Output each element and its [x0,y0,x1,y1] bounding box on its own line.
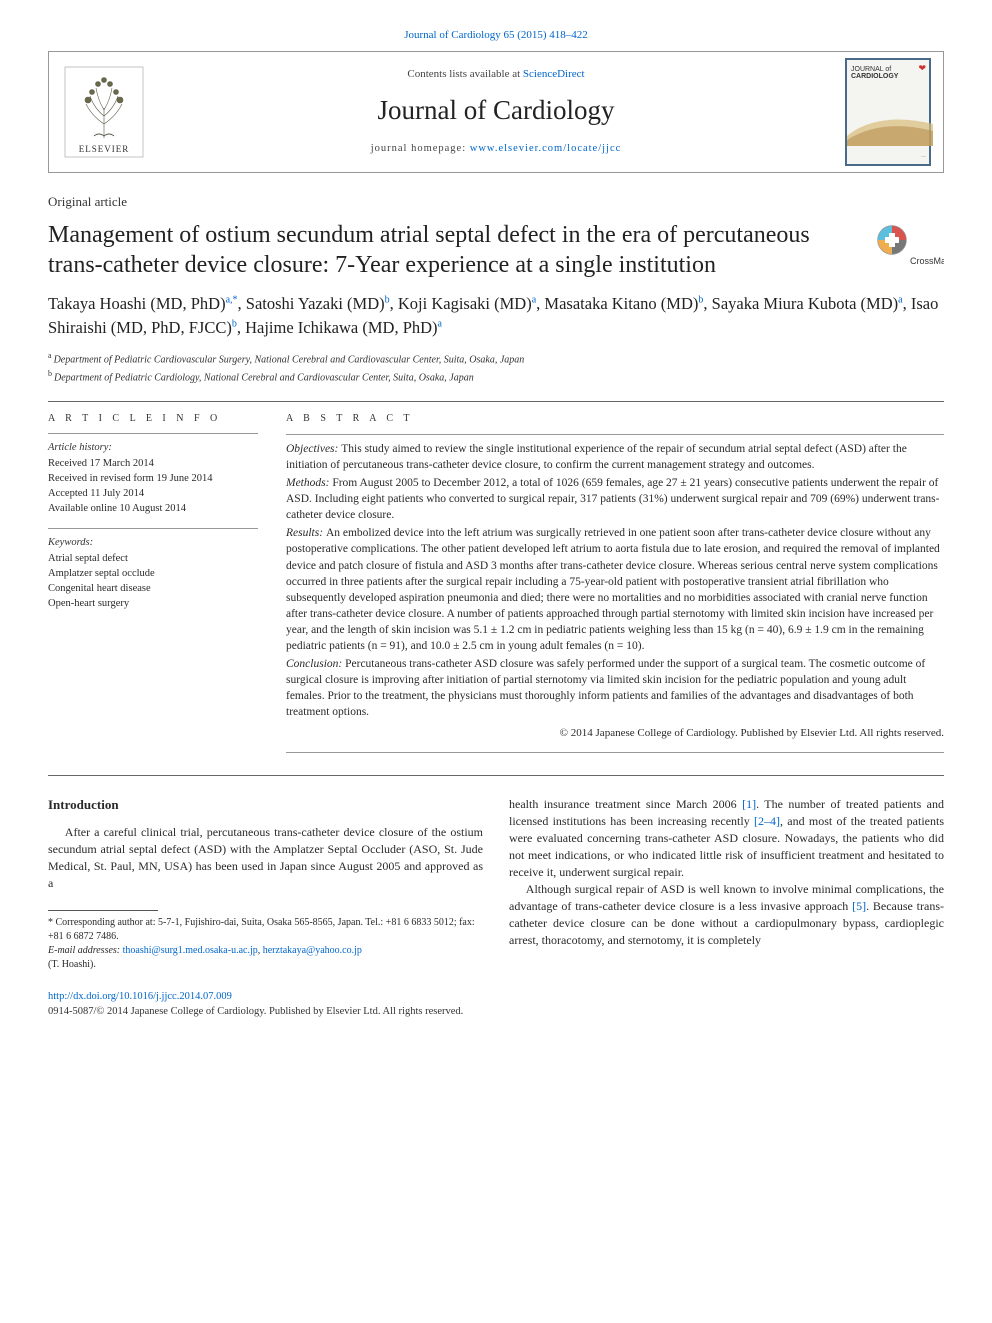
elsevier-tree-logo: ELSEVIER [64,66,144,158]
doi-link[interactable]: http://dx.doi.org/10.1016/j.jjcc.2014.07… [48,991,232,1002]
body-two-column: Introduction After a careful clinical tr… [48,796,944,973]
cover-small-text: — [921,155,926,162]
section-rule [48,775,944,776]
thin-rule [48,528,258,529]
abstract-column: A B S T R A C T Objectives: This study a… [286,412,944,759]
author-affiliation-sup: a [532,295,536,306]
affiliation-line: b Department of Pediatric Cardiology, Na… [48,368,944,385]
email-label: E-mail addresses: [48,945,120,956]
journal-homepage-link[interactable]: www.elsevier.com/locate/jjcc [470,143,622,154]
section-rule [48,401,944,402]
abstract-part-label: Objectives: [286,443,341,455]
keywords-label: Keywords: [48,535,258,550]
corr-author-line: * Corresponding author at: 5-7-1, Fujish… [48,916,483,944]
publisher-logo-cell: ELSEVIER [49,52,159,172]
journal-name: Journal of Cardiology [167,92,825,128]
intro-paragraph-2: Although surgical repair of ASD is well … [509,881,944,949]
author: Masataka Kitano (MD)b [544,294,703,313]
article-type: Original article [48,193,944,211]
corr-emails: E-mail addresses: thoashi@surg1.med.osak… [48,944,483,958]
crossmark-badge[interactable]: CrossMark [876,224,944,272]
author-affiliation-sup: a [898,295,902,306]
keyword: Congenital heart disease [48,581,258,596]
abstract-paragraph: Conclusion: Percutaneous trans-catheter … [286,656,944,720]
abstract-paragraph: Results: An embolized device into the le… [286,525,944,654]
author: Koji Kagisaki (MD)a [398,294,536,313]
author-affiliation-sup: b [385,295,390,306]
svg-text:CrossMark: CrossMark [910,256,944,266]
abstract-part-label: Conclusion: [286,658,345,670]
journal-homepage-line: journal homepage: www.elsevier.com/locat… [167,142,825,156]
intro-paragraph-1: After a careful clinical trial, percutan… [48,824,483,892]
article-history-label: Article history: [48,440,258,455]
footer-copyright: 0914-5087/© 2014 Japanese College of Car… [48,1005,944,1019]
cover-swoosh-graphic [847,106,933,146]
body-right-column: health insurance treatment since March 2… [509,796,944,973]
author: Takaya Hoashi (MD, PhD)a,* [48,294,238,313]
keyword: Open-heart surgery [48,596,258,611]
keyword: Atrial septal defect [48,551,258,566]
author-affiliation-sup: a,* [226,295,238,306]
author-affiliation-sup: a [438,319,442,330]
author: Satoshi Yazaki (MD)b [246,294,390,313]
cover-title: JOURNAL of CARDIOLOGY [851,66,898,81]
svg-text:ELSEVIER: ELSEVIER [79,144,130,154]
corresponding-author-footnote: * Corresponding author at: 5-7-1, Fujish… [48,916,483,972]
thin-rule [286,752,944,753]
author: Sayaka Miura Kubota (MD)a [712,294,903,313]
journal-cover-thumb: JOURNAL of CARDIOLOGY ❤ — [845,58,931,166]
corr-email-2[interactable]: herztakaya@yahoo.co.jp [263,945,362,956]
author-affiliation-sup: b [698,295,703,306]
article-title: Management of ostium secundum atrial sep… [48,220,864,280]
corr-author-name: (T. Hoashi). [48,958,483,972]
journal-header-center: Contents lists available at ScienceDirec… [159,52,833,172]
top-citation[interactable]: Journal of Cardiology 65 (2015) 418–422 [48,28,944,43]
abstract-part-label: Methods: [286,477,332,489]
ref-link-5[interactable]: [5] [852,899,866,913]
corr-email-1[interactable]: thoashi@surg1.med.osaka-u.ac.jp [123,945,258,956]
authors-list: Takaya Hoashi (MD, PhD)a,*, Satoshi Yaza… [48,292,944,340]
article-info-column: A R T I C L E I N F O Article history: R… [48,412,258,759]
article-history-block: Article history: Received 17 March 2014R… [48,440,258,516]
history-line: Available online 10 August 2014 [48,501,258,516]
sciencedirect-link[interactable]: ScienceDirect [523,68,585,80]
affiliation-line: a Department of Pediatric Cardiovascular… [48,350,944,367]
intro-paragraph-1-cont: health insurance treatment since March 2… [509,796,944,881]
ref-link-2-4[interactable]: [2–4] [754,814,780,828]
abstract-paragraph: Methods: From August 2005 to December 20… [286,475,944,523]
abstract-paragraph: Objectives: This study aimed to review t… [286,441,944,473]
article-info-label: A R T I C L E I N F O [48,412,258,426]
abstract-label: A B S T R A C T [286,412,944,426]
contents-lists-line: Contents lists available at ScienceDirec… [167,67,825,82]
ref-link-1[interactable]: [1] [742,797,756,811]
journal-cover-cell: JOURNAL of CARDIOLOGY ❤ — [833,52,943,172]
history-line: Accepted 11 July 2014 [48,486,258,501]
thin-rule [286,434,944,435]
footnote-rule [48,910,158,911]
abstract-copyright: © 2014 Japanese College of Cardiology. P… [286,726,944,741]
affiliations: a Department of Pediatric Cardiovascular… [48,350,944,385]
abstract-part-label: Results: [286,527,326,539]
introduction-heading: Introduction [48,796,483,814]
thin-rule [48,433,258,434]
body-left-column: Introduction After a careful clinical tr… [48,796,483,973]
cover-heart-icon: ❤ [918,62,926,74]
journal-header: ELSEVIER Contents lists available at Sci… [48,51,944,173]
history-line: Received 17 March 2014 [48,456,258,471]
author: Hajime Ichikawa (MD, PhD)a [245,318,442,337]
history-line: Received in revised form 19 June 2014 [48,471,258,486]
keywords-block: Keywords: Atrial septal defectAmplatzer … [48,535,258,611]
author-affiliation-sup: b [232,319,237,330]
doi-line: http://dx.doi.org/10.1016/j.jjcc.2014.07… [48,990,944,1004]
keyword: Amplatzer septal occlude [48,566,258,581]
